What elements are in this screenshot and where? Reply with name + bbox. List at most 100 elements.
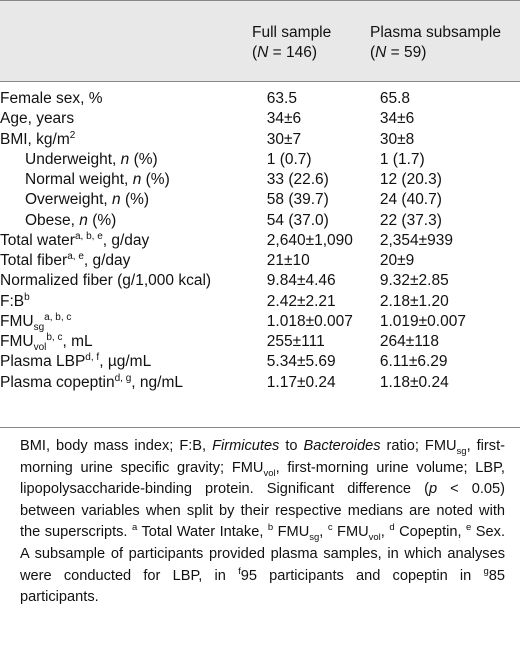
label-text: Obese, bbox=[25, 211, 80, 229]
table-row: FMUvolb, c, mL 255±111 264±118 bbox=[0, 332, 520, 353]
label-superscript: a, b, e bbox=[74, 230, 103, 242]
label-text: BMI, kg/m bbox=[0, 130, 70, 148]
full-sample-value: 255±111 bbox=[266, 333, 325, 350]
column-n: (N = 59) bbox=[370, 43, 501, 63]
label-text: Normalized fiber (g/1,000 kcal) bbox=[0, 272, 212, 290]
table-row: Normalized fiber (g/1,000 kcal) 9.84±4.46… bbox=[0, 271, 520, 291]
full-sample-value: 1.018±0.007 bbox=[266, 312, 353, 330]
label-tail: , g/day bbox=[83, 252, 131, 269]
table-row: Obese, n (%) 54 (37.0) 22 (37.3) bbox=[0, 211, 520, 231]
label-text: Plasma LBP bbox=[0, 353, 86, 371]
plasma-subsample-value: 30±8 bbox=[379, 130, 415, 148]
plasma-subsample-value: 1.18±0.24 bbox=[379, 373, 449, 391]
label-superscript: d, f bbox=[85, 352, 100, 364]
footnote-text: , first-morning urine volume; LBP, lipop… bbox=[20, 459, 505, 498]
n-value: = 146) bbox=[268, 44, 318, 61]
n-value: = 59) bbox=[386, 44, 427, 61]
label-text: Total fiber bbox=[0, 252, 68, 269]
footnote-subscript: sg bbox=[309, 532, 320, 544]
plasma-subsample-value: 1.019±0.007 bbox=[379, 312, 466, 330]
footnote-text: to bbox=[279, 438, 304, 454]
footnote-superscript: a bbox=[131, 522, 138, 534]
full-sample-value: 1 (0.7) bbox=[266, 150, 312, 168]
row-label: BMI, kg/m2 bbox=[0, 130, 267, 150]
label-text: Age, years bbox=[0, 110, 75, 128]
full-sample-value: 63.5 bbox=[266, 90, 297, 107]
full-sample-value: 21±10 bbox=[266, 252, 310, 269]
label-tail: , mL bbox=[62, 333, 93, 350]
label-italic: n bbox=[79, 211, 88, 229]
footnote-superscript: f bbox=[238, 565, 241, 577]
n-symbol: N bbox=[375, 44, 387, 61]
n-symbol: N bbox=[257, 44, 269, 61]
plasma-subsample-value: 65.8 bbox=[379, 90, 411, 107]
footnote-text: BMI, body mass index; F:B, bbox=[20, 438, 213, 454]
plasma-subsample-value: 264±118 bbox=[379, 333, 439, 350]
label-italic: n bbox=[112, 191, 121, 209]
plasma-subsample-value: 20±9 bbox=[379, 252, 415, 269]
row-label: Age, years bbox=[0, 109, 267, 129]
label-superscript: a, b, c bbox=[44, 311, 72, 323]
plasma-subsample-value: 22 (37.3) bbox=[379, 211, 442, 229]
footnote-superscript: b bbox=[267, 522, 274, 534]
row-label: Plasma LBPd, f, µg/mL bbox=[0, 352, 267, 372]
column-header-plasma-subsample: Plasma subsample (N = 59) bbox=[370, 23, 501, 63]
label-superscript: a, e bbox=[67, 251, 84, 262]
full-sample-value: 2.42±2.21 bbox=[266, 292, 336, 310]
footnote-subscript: sg bbox=[456, 446, 467, 457]
label-tail: , ng/mL bbox=[131, 373, 183, 391]
footnote-text: 85 participants. bbox=[20, 567, 505, 606]
table-row: Age, years 34±6 34±6 bbox=[0, 109, 520, 129]
row-label: Underweight, n (%) bbox=[0, 150, 267, 170]
label-subscript: sg bbox=[33, 321, 45, 333]
table-row: Normal weight, n (%) 33 (22.6) 12 (20.3) bbox=[0, 170, 520, 190]
row-label: Total watera, b, e, g/day bbox=[0, 231, 267, 251]
plasma-subsample-value: 2.18±1.20 bbox=[379, 292, 449, 310]
full-sample-value: 9.84±4.46 bbox=[266, 272, 336, 290]
plasma-subsample-value: 24 (40.7) bbox=[379, 191, 442, 209]
paren: ( bbox=[370, 44, 376, 61]
label-text: Normal weight, bbox=[25, 171, 133, 188]
table-row: Total fibera, e, g/day 21±10 20±9 bbox=[0, 251, 520, 271]
label-tail: (%) bbox=[141, 171, 170, 188]
footnote-text: Copeptin, bbox=[394, 524, 467, 541]
plasma-subsample-value: 9.32±2.85 bbox=[379, 272, 449, 290]
label-tail: (%) bbox=[87, 211, 117, 229]
footnote-subscript: vol bbox=[263, 467, 276, 479]
characteristics-table: Female sex, % 63.5 65.8 Age, years 34±6 34±6 B… bbox=[0, 89, 520, 393]
footnote-italic: Firmicutes bbox=[212, 438, 280, 454]
footnote-text: FMU bbox=[332, 524, 369, 541]
table-body: Female sex, % 63.5 65.8 Age, years 34±6 34±6 B… bbox=[0, 89, 520, 393]
table-row: Female sex, % 63.5 65.8 bbox=[0, 89, 520, 109]
table-row: Plasma LBPd, f, µg/mL 5.34±5.69 6.11±6.29 bbox=[0, 352, 520, 372]
footnote-italic: p bbox=[428, 481, 438, 498]
footnote-text: < 0.05) between variables when split by … bbox=[20, 481, 505, 541]
row-label: F:Bb bbox=[0, 292, 267, 312]
footnote-subscript: vol bbox=[368, 532, 381, 544]
table-header: Full sample (N = 146) Plasma subsample (… bbox=[0, 0, 520, 82]
table-footnote: BMI, body mass index; F:B, Firmicutes to… bbox=[20, 436, 505, 609]
label-superscript: b, c bbox=[46, 332, 63, 343]
full-sample-value: 5.34±5.69 bbox=[266, 353, 336, 371]
label-superscript: 2 bbox=[69, 129, 76, 141]
label-text: Underweight, bbox=[25, 150, 121, 168]
footnote-text: Total Water Intake, bbox=[137, 524, 268, 541]
row-label: Obese, n (%) bbox=[0, 211, 267, 231]
row-label: Plasma copeptind, g, ng/mL bbox=[0, 373, 267, 393]
plasma-subsample-value: 2,354±939 bbox=[379, 231, 454, 249]
label-text: FMU bbox=[0, 312, 34, 330]
plasma-subsample-value: 34±6 bbox=[379, 110, 415, 128]
label-tail: , g/day bbox=[102, 231, 150, 249]
footnote-superscript: e bbox=[466, 522, 472, 534]
label-text: FMU bbox=[0, 333, 34, 350]
column-title: Plasma subsample bbox=[370, 24, 501, 41]
plasma-subsample-value: 1 (1.7) bbox=[379, 150, 425, 168]
label-text: Female sex, % bbox=[0, 90, 103, 107]
paren: ( bbox=[252, 44, 258, 61]
full-sample-value: 2,640±1,090 bbox=[266, 231, 353, 249]
label-text: Total water bbox=[0, 231, 75, 249]
table-row: Total watera, b, e, g/day 2,640±1,090 2,35… bbox=[0, 231, 520, 251]
label-tail: (%) bbox=[129, 150, 158, 168]
label-superscript: b bbox=[24, 291, 30, 303]
